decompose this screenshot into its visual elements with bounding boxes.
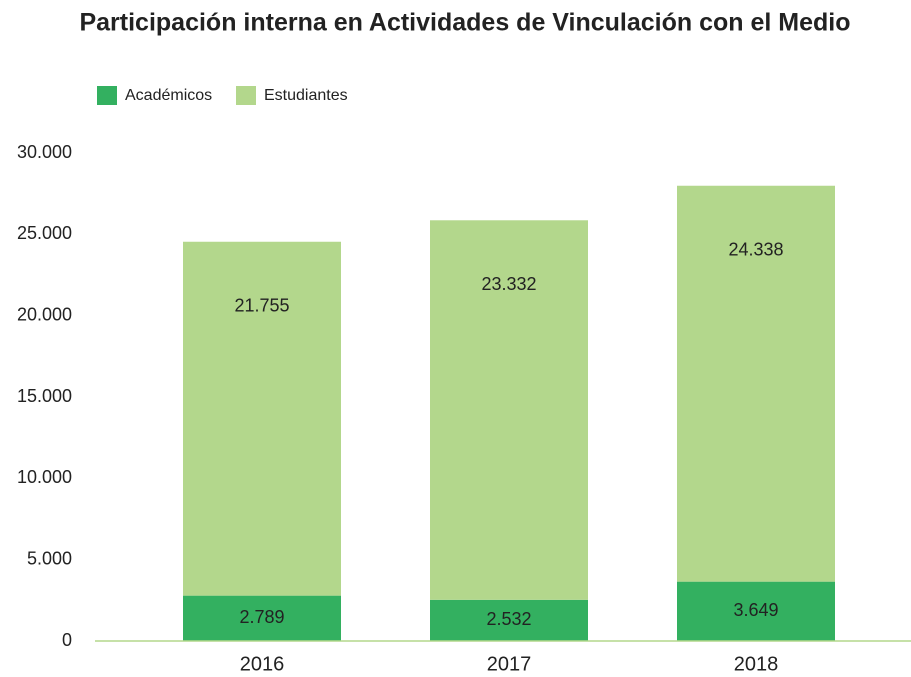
x-tick-label: 2016 [240,653,285,675]
y-tick-label: 10.000 [17,467,72,487]
x-tick-label: 2018 [734,653,779,675]
bar-segment [677,185,835,582]
bar-segment [430,599,588,641]
data-label: 3.649 [733,600,778,620]
bar-segment [430,220,588,600]
y-tick-label: 20.000 [17,304,72,324]
bar-segment [183,241,341,596]
data-label: 2.789 [239,607,284,627]
legend-label: Estudiantes [264,87,348,104]
legend-swatch [97,86,117,105]
data-label: 2.532 [486,609,531,629]
legend-swatch [236,86,256,105]
legend-label: Académicos [125,87,212,104]
y-tick-label: 0 [62,630,72,650]
data-label: 23.332 [481,274,536,294]
y-tick-label: 30.000 [17,142,72,162]
bar-segment [677,581,835,641]
y-tick-label: 25.000 [17,223,72,243]
y-tick-label: 15.000 [17,386,72,406]
y-tick-label: 5.000 [27,548,72,568]
chart-title: Participación interna en Actividades de … [79,9,850,37]
data-label: 21.755 [234,296,289,316]
bar-segment [183,595,341,641]
x-tick-label: 2017 [487,653,532,675]
data-label: 24.338 [728,239,783,259]
